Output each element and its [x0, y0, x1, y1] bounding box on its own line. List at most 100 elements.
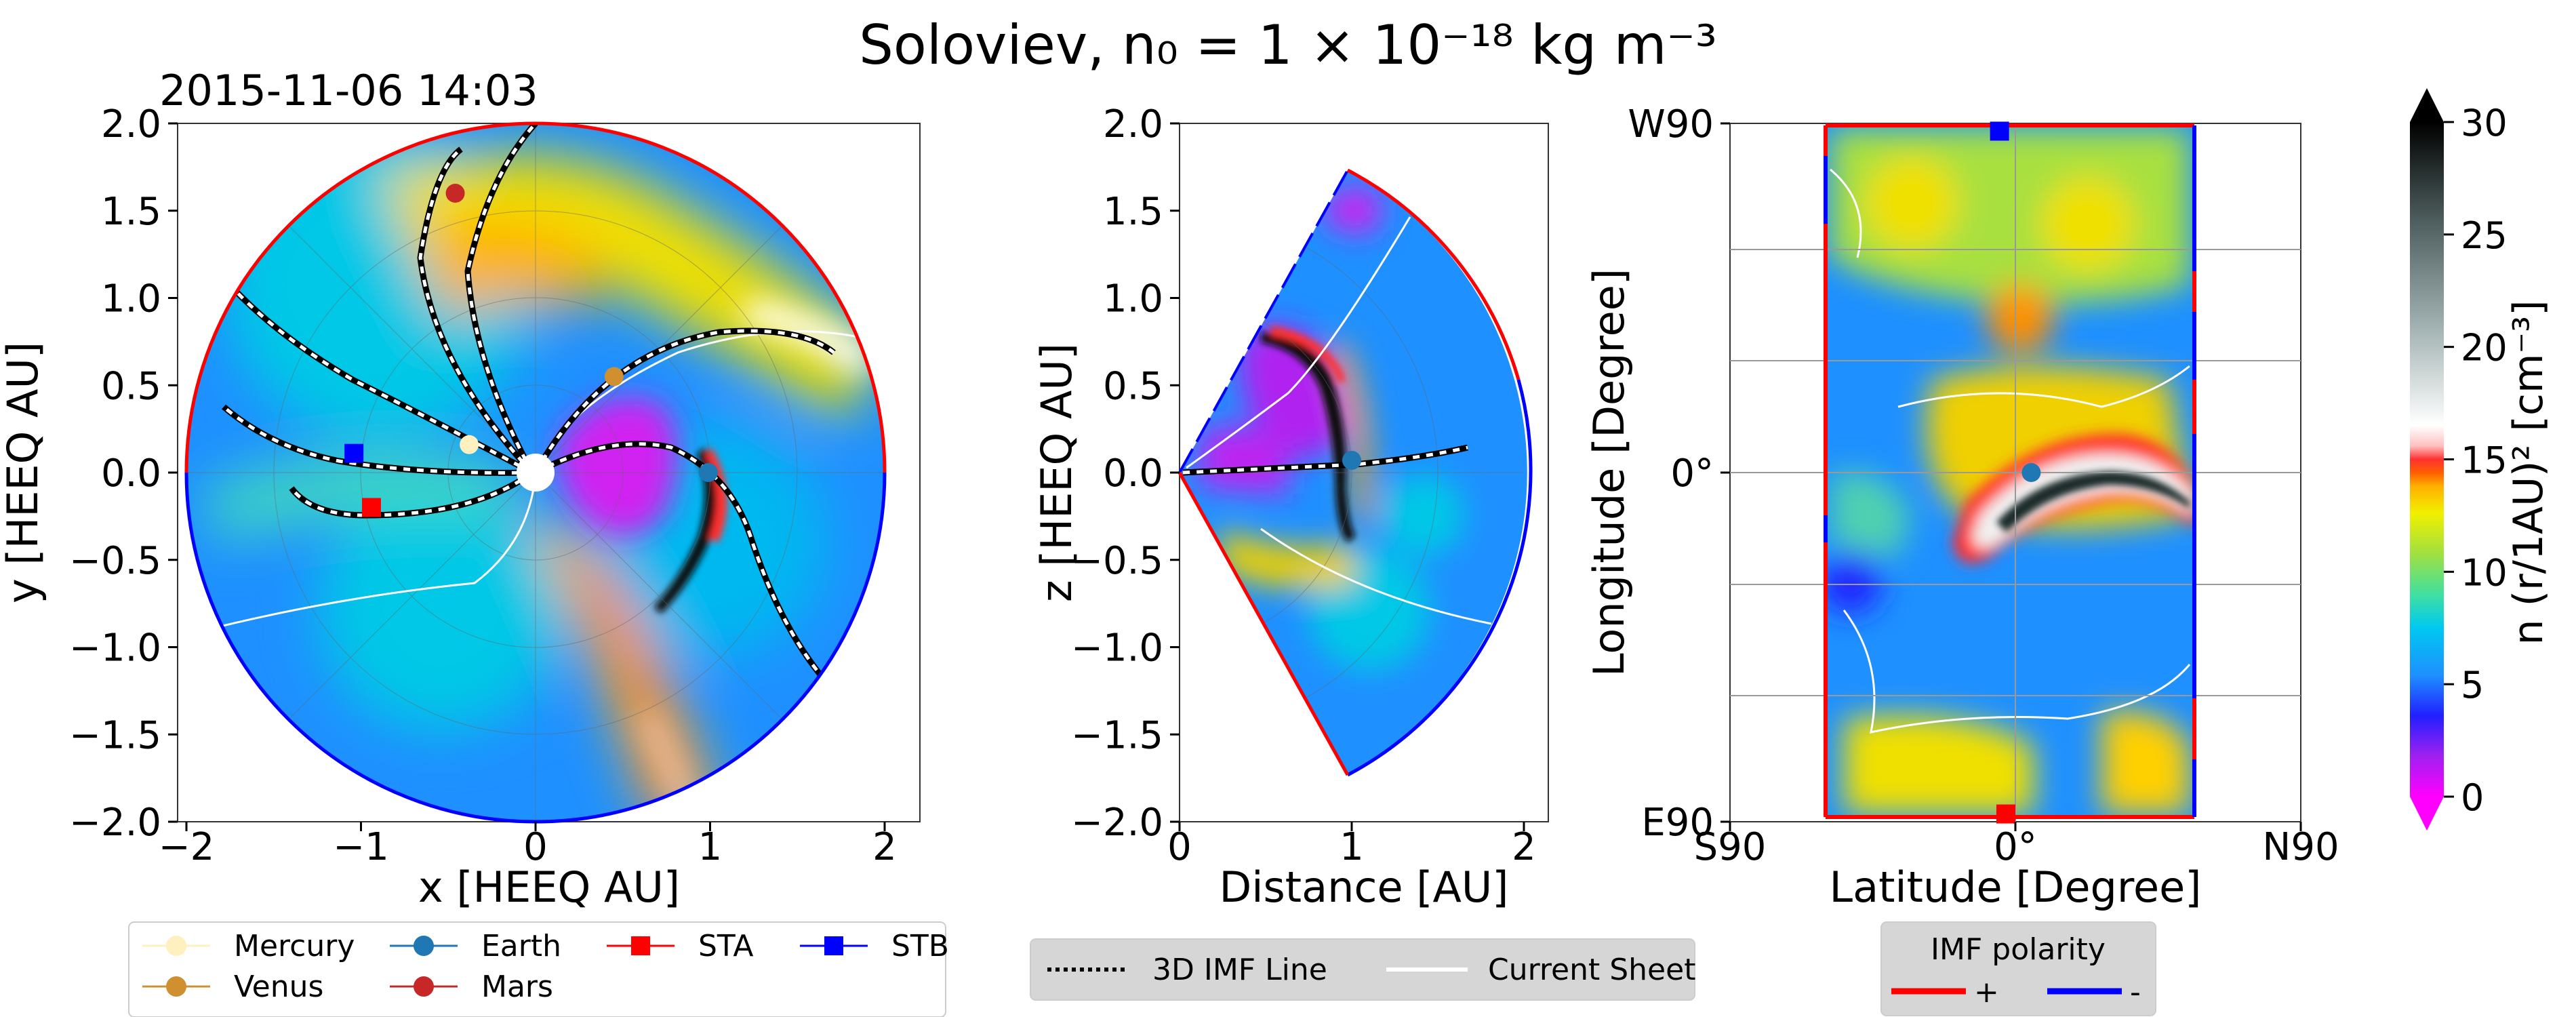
panel-equatorial: −2 −1 0 1 2 −2.0 −1.5 −1.0 −0.5 0.0 0.5 1.0 1.5 2.0 x…: [0, 102, 921, 912]
legend-bodies: Mercury Venus Earth Mars STA STB: [128, 921, 949, 1017]
legend-label: STA: [698, 929, 754, 963]
y-tick-label: −0.5: [1071, 539, 1163, 583]
legend-item-venus: Venus: [142, 970, 323, 1004]
earth-marker: [2021, 463, 2041, 482]
y-tick-label: 2.0: [101, 102, 161, 146]
panel-meridional: 0 1 2 −2.0 −1.5 −1.0 −0.5 0.0 0.5 1.0 1.5 2.0 Dista…: [1032, 102, 1549, 912]
colorbar-gradient: [2410, 122, 2444, 797]
legend-item-earth: Earth: [390, 929, 561, 963]
legend-marker: [631, 936, 650, 955]
timestamp: 2015-11-06 14:03: [159, 66, 538, 115]
colorbar-tick-label: 25: [2461, 214, 2508, 257]
bodies-equatorial: [344, 184, 718, 517]
density-map-latlon: [1826, 125, 2194, 817]
y-tick-label: 1.0: [101, 277, 161, 321]
y-axis-label-latlon: Longitude [Degree]: [1584, 268, 1634, 677]
figure-title: Soloviev, n₀ = 1 × 10⁻¹⁸ kg m⁻³: [859, 14, 1717, 77]
stb-marker: [344, 443, 364, 463]
ticks-equatorial: −2 −1 0 1 2 −2.0 −1.5 −1.0 −0.5 0.0 0.5 1.0 1.5 2.0: [69, 102, 897, 869]
mars-marker: [445, 184, 465, 203]
earth-marker: [1342, 450, 1361, 470]
legend-item-stb: STB: [800, 929, 949, 963]
legend-polarity-positive-label: +: [1974, 975, 1999, 1010]
legend-polarity: IMF polarity + -: [1880, 921, 2156, 1016]
sun-marker: [517, 454, 555, 492]
legend-polarity-title: IMF polarity: [1931, 932, 2106, 967]
colorbar-tick-label: 0: [2461, 776, 2484, 819]
legend-marker: [166, 936, 186, 956]
colorbar-tick-label: 5: [2461, 664, 2484, 706]
y-tick-label: 1.5: [101, 190, 161, 234]
y-tick-label: 0.0: [101, 452, 161, 496]
colorbar-extend-min: [2410, 797, 2444, 831]
x-tick-label: −2: [159, 825, 215, 869]
x-tick-label: 0°: [1994, 825, 2037, 869]
y-tick-label: −1.5: [69, 713, 161, 757]
legend-item-sta: STA: [607, 929, 754, 963]
stb-marker: [1990, 121, 2009, 141]
earth-marker: [698, 463, 718, 482]
legend-box: [1030, 938, 1695, 1001]
legend-label: Earth: [481, 929, 561, 963]
y-tick-label: 0.5: [101, 364, 161, 408]
x-tick-label: 0: [1167, 825, 1192, 869]
ticks-latlon: S90 0° N90 E90 0° W90: [1628, 102, 2339, 869]
legend-label: STB: [891, 929, 949, 963]
y-tick-label: 1.0: [1103, 277, 1163, 321]
x-axis-label-meridional: Distance [AU]: [1220, 862, 1509, 912]
colorbar: 0 5 10 15 20 25 30 n (r/1AU)² [cm⁻³]: [2410, 88, 2552, 831]
y-tick-label: −1.0: [69, 626, 161, 671]
bodies-meridional: [1342, 450, 1361, 470]
legend-marker: [414, 976, 434, 997]
density-map-meridional: [1180, 170, 1527, 775]
colorbar-extend-max: [2410, 88, 2444, 122]
x-tick-label: 2: [1512, 825, 1536, 869]
panel-latlon: S90 0° N90 E90 0° W90 Latitude [Degree] Longi…: [1584, 102, 2339, 912]
sta-marker: [361, 498, 381, 517]
legend-marker: [414, 936, 434, 956]
y-tick-label: −2.0: [69, 801, 161, 845]
y-tick-label: −0.5: [69, 539, 161, 583]
legend-box: [128, 921, 946, 1017]
sta-marker: [1996, 804, 2015, 824]
x-tick-label: 1: [698, 825, 723, 869]
y-tick-label: −1.5: [1071, 713, 1163, 757]
colorbar-tick-label: 20: [2461, 327, 2508, 370]
y-tick-label: E90: [1641, 801, 1714, 845]
x-axis-label-equatorial: x [HEEQ AU]: [418, 862, 680, 912]
legend-label: Venus: [234, 970, 323, 1004]
wedge-arc-negative: [1346, 379, 1533, 777]
y-tick-label: 0.0: [1103, 452, 1163, 496]
y-tick-label: W90: [1628, 102, 1714, 146]
legend-item-mercury: Mercury: [142, 929, 355, 963]
legend-marker: [824, 936, 843, 955]
colorbar-ticks: 0 5 10 15 20 25 30: [2444, 102, 2508, 819]
wedge-edge-lower: [1178, 471, 1350, 776]
mercury-marker: [460, 435, 479, 454]
wedge-edge-upper: [1178, 170, 1349, 473]
colorbar-tick-label: 10: [2461, 551, 2508, 594]
legend-marker: [166, 976, 186, 997]
y-axis-label-equatorial: y [HEEQ AU]: [0, 342, 47, 603]
latlon-grid: [1730, 123, 2301, 822]
x-tick-label: S90: [1694, 825, 1767, 869]
x-axis-label-latlon: Latitude [Degree]: [1830, 862, 2202, 912]
colorbar-tick-label: 30: [2461, 102, 2508, 144]
boundary-positive: [184, 121, 887, 473]
colorbar-label: n (r/1AU)² [cm⁻³]: [2505, 300, 2552, 645]
legend-label: Mars: [481, 970, 553, 1004]
legend-item-mars: Mars: [390, 970, 553, 1004]
bodies-latlon: [1990, 121, 2041, 824]
x-tick-label: 1: [1340, 825, 1364, 869]
x-tick-label: 2: [872, 825, 897, 869]
colorbar-tick-label: 15: [2461, 439, 2508, 482]
legend-current-sheet-label: Current Sheet: [1488, 953, 1695, 987]
wedge-arc-positive: [1346, 168, 1521, 380]
legend-label: Mercury: [234, 929, 355, 963]
y-tick-label: −1.0: [1071, 626, 1163, 671]
x-tick-label: −1: [333, 825, 389, 869]
ticks-meridional: 0 1 2 −2.0 −1.5 −1.0 −0.5 0.0 0.5 1.0 1.5 2.0: [1071, 102, 1536, 869]
y-tick-label: −2.0: [1071, 801, 1163, 845]
y-tick-label: 1.5: [1103, 190, 1163, 234]
